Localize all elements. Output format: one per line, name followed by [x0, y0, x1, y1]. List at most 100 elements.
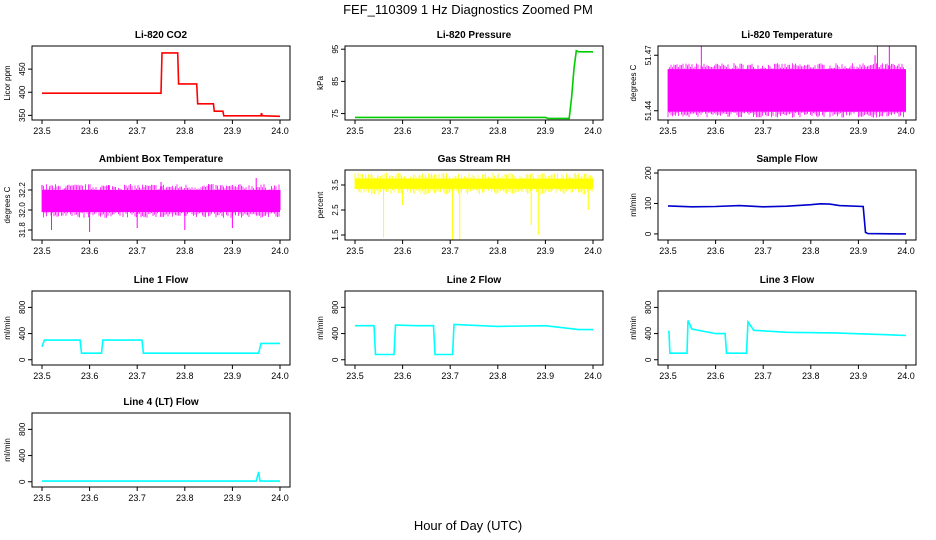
- panel-10: Line 4 (LT) Flow ml/min 23.5 23.6 23.7 23.8 23…: [3, 397, 291, 503]
- x-tick-label: 23.8: [802, 246, 820, 256]
- y-axis-label: ml/min: [3, 316, 12, 340]
- y-tick-label: 100: [644, 196, 653, 210]
- y-axis-label: ml/min: [3, 438, 12, 462]
- panel-3: Li-820 Temperature degrees C 23.5 23.6 23.7 2…: [629, 30, 917, 136]
- series-area: [42, 52, 281, 118]
- x-tick-label: 23.7: [128, 371, 146, 381]
- x-tick-label: 23.8: [802, 126, 820, 136]
- x-tick-label: 23.7: [128, 126, 146, 136]
- panel-2: Li-820 Pressure kPa 23.5 23.6 23.7 23.8 23.9 24…: [316, 30, 604, 136]
- x-tick-label: 24.0: [271, 493, 289, 503]
- x-tick-label: 23.8: [176, 126, 194, 136]
- panel-8: Line 2 Flow ml/min 23.5 23.6 23.7 23.8 23.9 24.…: [316, 275, 604, 381]
- x-tick-label: 23.7: [128, 246, 146, 256]
- x-tick-label: 23.6: [394, 246, 412, 256]
- x-tick-label: 23.9: [850, 246, 868, 256]
- y-axis-label: degrees C: [3, 186, 12, 223]
- plot-frame: [31, 290, 291, 366]
- x-tick-label: 23.7: [754, 246, 772, 256]
- x-tick-label: 23.5: [659, 126, 677, 136]
- x-tick-label: 23.5: [33, 493, 51, 503]
- y-axis-label: ml/min: [629, 316, 638, 340]
- panel-4: Ambient Box Temperature degrees C 23.5 23.6…: [3, 154, 291, 256]
- plot-frame: [657, 45, 917, 121]
- x-tick-label: 23.6: [707, 371, 725, 381]
- panel-title: Li-820 Pressure: [437, 30, 512, 41]
- x-tick-label: 23.9: [850, 126, 868, 136]
- y-axis-label: Licor ppm: [3, 65, 12, 100]
- x-tick-label: 23.8: [489, 371, 507, 381]
- x-tick-label: 23.6: [81, 246, 99, 256]
- x-tick-label: 23.7: [441, 246, 459, 256]
- y-tick-label: 0: [644, 231, 653, 236]
- x-tick-label: 23.7: [754, 126, 772, 136]
- y-axis-label: kPa: [316, 76, 325, 90]
- y-tick-label: 51.44: [644, 100, 653, 121]
- panel-7: Line 1 Flow ml/min 23.5 23.6 23.7 23.8 23.9 24.…: [3, 275, 291, 381]
- y-tick-label: 400: [644, 326, 653, 340]
- x-tick-label: 24.0: [897, 371, 915, 381]
- x-tick-label: 23.8: [489, 246, 507, 256]
- x-tick-label: 23.8: [176, 493, 194, 503]
- series-area: [668, 319, 907, 355]
- x-tick-label: 23.6: [81, 126, 99, 136]
- x-tick-label: 23.7: [128, 493, 146, 503]
- x-tick-label: 23.6: [707, 246, 725, 256]
- series-area: [355, 49, 593, 120]
- x-tick-label: 23.9: [224, 493, 242, 503]
- series-line: [42, 52, 281, 118]
- y-tick-label: 32.2: [18, 182, 27, 198]
- x-tick-label: 23.7: [441, 126, 459, 136]
- panel-title: Line 2 Flow: [447, 275, 502, 286]
- y-tick-label: 400: [18, 326, 27, 340]
- panel-1: Li-820 CO2 Licor ppm 23.5 23.6 23.7 23.8 23.9 2…: [3, 30, 291, 136]
- x-tick-label: 23.5: [659, 371, 677, 381]
- noise-texture: [41, 184, 280, 218]
- x-tick-label: 24.0: [584, 371, 602, 381]
- x-tick-label: 23.9: [224, 126, 242, 136]
- y-tick-label: 450: [18, 62, 27, 76]
- noise-texture: [667, 63, 906, 118]
- y-tick-label: 0: [18, 357, 27, 362]
- series-area: [42, 471, 280, 482]
- x-tick-label: 23.5: [659, 246, 677, 256]
- plot-frame: [344, 169, 604, 241]
- y-axis-label: ml/min: [316, 316, 325, 340]
- y-tick-label: 800: [331, 300, 340, 314]
- y-tick-label: 800: [644, 300, 653, 314]
- series-area: [667, 202, 907, 235]
- y-tick-label: 800: [18, 422, 27, 436]
- x-tick-label: 23.8: [176, 246, 194, 256]
- x-tick-label: 23.9: [224, 246, 242, 256]
- panel-title: Li-820 Temperature: [741, 30, 833, 41]
- x-tick-label: 23.5: [33, 371, 51, 381]
- series-line: [355, 323, 593, 356]
- series-area: [667, 46, 906, 118]
- y-tick-label: 0: [331, 357, 340, 362]
- panel-title: Line 1 Flow: [134, 275, 189, 286]
- y-axis-label: percent: [316, 191, 325, 218]
- y-tick-label: 2.5: [331, 204, 340, 216]
- x-tick-label: 23.9: [537, 246, 555, 256]
- series-area: [354, 172, 593, 240]
- y-tick-label: 400: [18, 85, 27, 99]
- plot-frame: [657, 169, 917, 241]
- x-tick-label: 24.0: [584, 126, 602, 136]
- y-tick-label: 400: [18, 448, 27, 462]
- panel-9: Line 3 Flow ml/min 23.5 23.6 23.7 23.8 23.9 24.…: [629, 275, 917, 381]
- x-tick-label: 24.0: [271, 371, 289, 381]
- panel-title: Sample Flow: [756, 154, 817, 165]
- x-tick-label: 24.0: [897, 126, 915, 136]
- y-tick-label: 1.5: [331, 229, 340, 241]
- x-tick-label: 24.0: [271, 126, 289, 136]
- panel-title: Line 3 Flow: [760, 275, 815, 286]
- y-tick-label: 200: [644, 166, 653, 180]
- x-tick-label: 24.0: [897, 246, 915, 256]
- x-tick-label: 23.5: [346, 126, 364, 136]
- panel-title: Ambient Box Temperature: [99, 154, 224, 165]
- x-tick-label: 24.0: [584, 246, 602, 256]
- y-tick-label: 0: [18, 479, 27, 484]
- y-tick-label: 75: [331, 109, 340, 118]
- panel-5: Gas Stream RH percent 23.5 23.6 23.7 23.8 23.9…: [316, 154, 604, 256]
